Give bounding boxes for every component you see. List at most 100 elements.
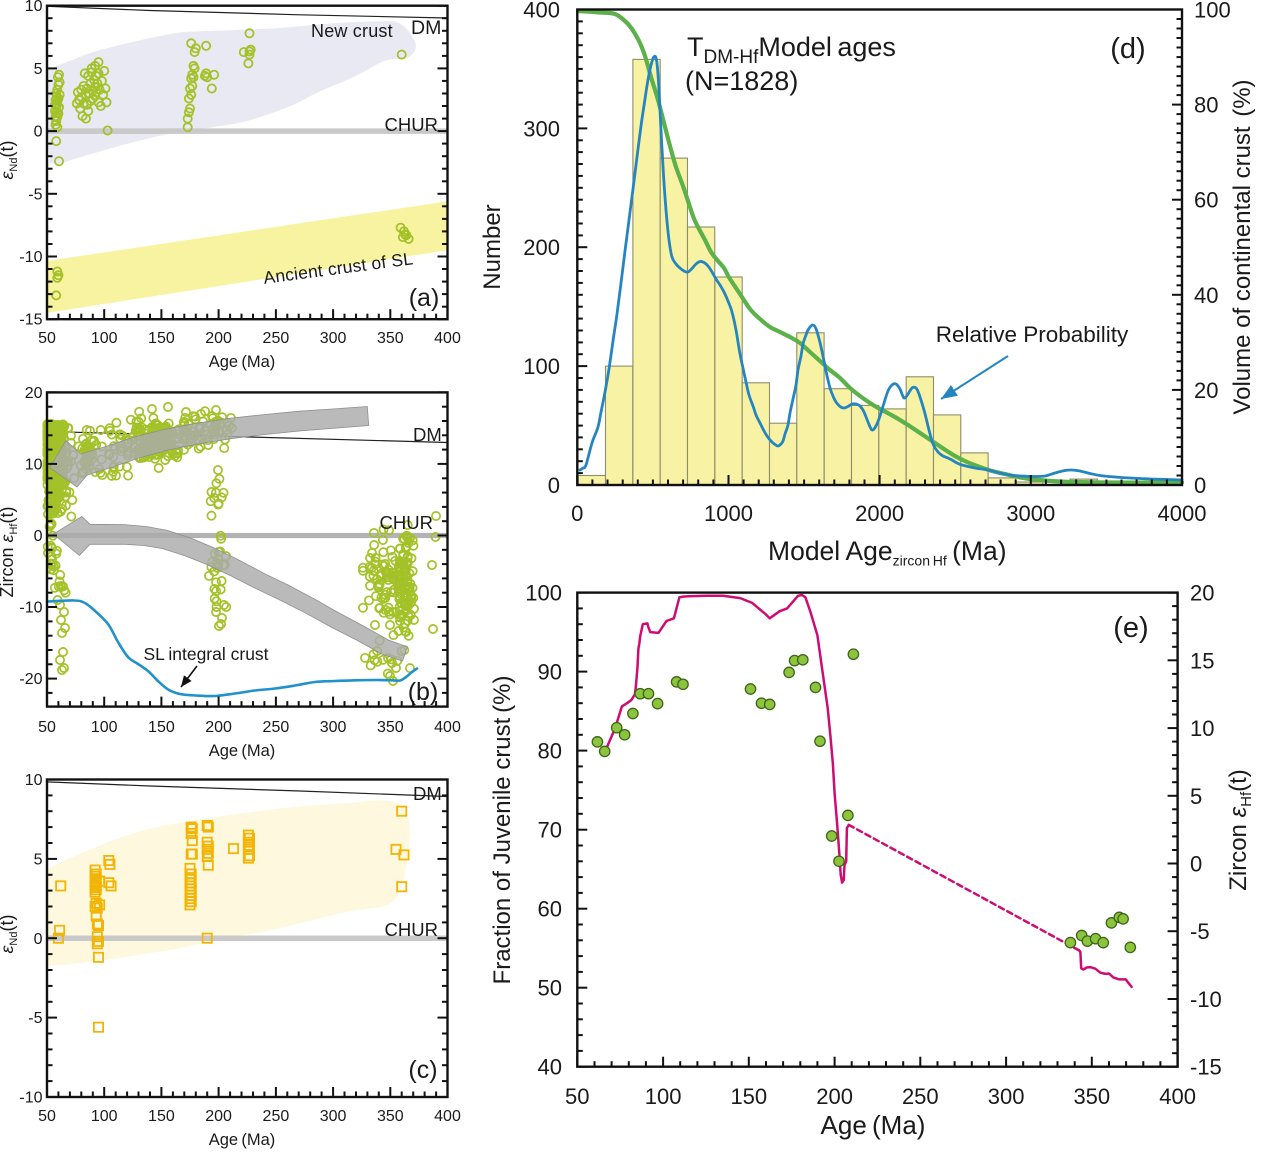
svg-text:80: 80 xyxy=(1194,93,1218,118)
svg-text:10: 10 xyxy=(25,456,43,473)
svg-text:40: 40 xyxy=(1194,283,1218,308)
svg-text:50: 50 xyxy=(38,1108,56,1125)
svg-text:5: 5 xyxy=(34,851,43,868)
svg-text:200: 200 xyxy=(205,1108,232,1125)
svg-text:250: 250 xyxy=(263,1108,290,1125)
svg-text:CHUR: CHUR xyxy=(380,512,433,533)
svg-text:100: 100 xyxy=(1194,0,1231,23)
svg-text:0: 0 xyxy=(548,473,560,498)
svg-text:-10: -10 xyxy=(19,600,42,617)
svg-text:40: 40 xyxy=(538,1055,562,1080)
svg-text:400: 400 xyxy=(523,0,560,23)
svg-text:-15: -15 xyxy=(19,312,42,329)
svg-text:300: 300 xyxy=(523,116,560,141)
svg-text:-5: -5 xyxy=(28,186,42,203)
svg-text:10: 10 xyxy=(25,0,43,15)
svg-text:-10: -10 xyxy=(19,1090,42,1107)
svg-text:400: 400 xyxy=(434,330,461,347)
svg-text:20: 20 xyxy=(1190,581,1214,606)
svg-text:(c): (c) xyxy=(408,1056,437,1084)
svg-text:(d): (d) xyxy=(1110,33,1145,65)
svg-text:400: 400 xyxy=(434,719,461,736)
svg-text:0: 0 xyxy=(34,931,43,948)
svg-text:(a): (a) xyxy=(409,284,440,312)
svg-text:250: 250 xyxy=(263,719,290,736)
svg-text:-10: -10 xyxy=(1190,987,1222,1012)
svg-text:70: 70 xyxy=(538,818,562,843)
svg-text:SL integral crust: SL integral crust xyxy=(143,644,268,664)
svg-text:0: 0 xyxy=(571,501,583,526)
svg-text:New crust: New crust xyxy=(311,21,393,41)
svg-text:3000: 3000 xyxy=(1006,501,1055,526)
svg-text:-5: -5 xyxy=(1190,919,1210,944)
svg-text:10: 10 xyxy=(1190,716,1214,741)
svg-text:100: 100 xyxy=(91,1108,118,1125)
svg-text:DM: DM xyxy=(411,17,441,39)
svg-text:Number: Number xyxy=(479,204,506,289)
svg-text:150: 150 xyxy=(148,330,175,347)
svg-text:2000: 2000 xyxy=(855,501,904,526)
svg-text:Fraction of Juvenile crust (%): Fraction of Juvenile crust (%) xyxy=(489,676,516,985)
svg-text:5: 5 xyxy=(34,61,43,78)
svg-text:200: 200 xyxy=(523,235,560,260)
svg-text:100: 100 xyxy=(645,1084,682,1109)
svg-text:0: 0 xyxy=(1194,473,1206,498)
svg-text:400: 400 xyxy=(1159,1084,1196,1109)
svg-text:400: 400 xyxy=(434,1108,461,1125)
svg-text:100: 100 xyxy=(525,581,562,606)
svg-text:Age (Ma): Age (Ma) xyxy=(209,742,276,760)
svg-text:DM: DM xyxy=(413,424,442,445)
svg-text:CHUR: CHUR xyxy=(385,919,438,940)
svg-text:300: 300 xyxy=(320,719,347,736)
svg-text:50: 50 xyxy=(38,330,56,347)
svg-text:350: 350 xyxy=(377,719,404,736)
svg-text:10: 10 xyxy=(25,772,43,789)
svg-text:0: 0 xyxy=(34,528,43,545)
svg-text:-5: -5 xyxy=(28,1010,42,1027)
svg-text:300: 300 xyxy=(320,330,347,347)
svg-text:350: 350 xyxy=(1073,1084,1110,1109)
svg-text:250: 250 xyxy=(902,1084,939,1109)
svg-text:15: 15 xyxy=(1190,648,1214,673)
svg-text:200: 200 xyxy=(205,719,232,736)
svg-text:5: 5 xyxy=(1190,784,1202,809)
svg-text:Age (Ma): Age (Ma) xyxy=(821,1110,926,1140)
svg-text:150: 150 xyxy=(730,1084,767,1109)
svg-text:CHUR: CHUR xyxy=(385,114,438,135)
svg-text:DM: DM xyxy=(413,783,442,804)
svg-text:150: 150 xyxy=(148,1108,175,1125)
svg-text:100: 100 xyxy=(523,354,560,379)
svg-text:(N=1828): (N=1828) xyxy=(685,66,798,96)
svg-text:Volume of continental crust (: Volume of continental crust (%) xyxy=(1229,79,1256,414)
svg-text:300: 300 xyxy=(988,1084,1025,1109)
svg-text:350: 350 xyxy=(377,1108,404,1125)
svg-text:60: 60 xyxy=(1194,188,1218,213)
svg-text:20: 20 xyxy=(1194,378,1218,403)
svg-text:90: 90 xyxy=(538,660,562,685)
svg-text:100: 100 xyxy=(91,719,118,736)
svg-text:4000: 4000 xyxy=(1158,501,1207,526)
svg-text:300: 300 xyxy=(320,1108,347,1125)
svg-text:250: 250 xyxy=(263,330,290,347)
svg-text:-20: -20 xyxy=(19,671,42,688)
svg-text:50: 50 xyxy=(565,1084,589,1109)
svg-text:200: 200 xyxy=(205,330,232,347)
svg-text:(e): (e) xyxy=(1113,612,1148,644)
svg-text:-10: -10 xyxy=(19,249,42,266)
svg-text:-15: -15 xyxy=(1190,1055,1222,1080)
svg-text:εNd(t): εNd(t) xyxy=(0,915,20,954)
svg-text:20: 20 xyxy=(25,385,43,402)
svg-text:εNd(t): εNd(t) xyxy=(0,141,20,180)
svg-text:50: 50 xyxy=(538,976,562,1001)
svg-text:50: 50 xyxy=(38,719,56,736)
svg-text:150: 150 xyxy=(148,719,175,736)
svg-text:Model Agezircon Hf (Ma): Model Agezircon Hf (Ma) xyxy=(768,536,1007,569)
svg-text:60: 60 xyxy=(538,897,562,922)
svg-text:Age (Ma): Age (Ma) xyxy=(209,1131,276,1149)
svg-text:100: 100 xyxy=(91,330,118,347)
svg-text:1000: 1000 xyxy=(704,501,753,526)
svg-text:Age (Ma): Age (Ma) xyxy=(209,353,276,371)
svg-text:Relative Probability: Relative Probability xyxy=(936,322,1129,347)
svg-text:Zircon εHf(t): Zircon εHf(t) xyxy=(1225,769,1255,891)
svg-text:350: 350 xyxy=(377,330,404,347)
